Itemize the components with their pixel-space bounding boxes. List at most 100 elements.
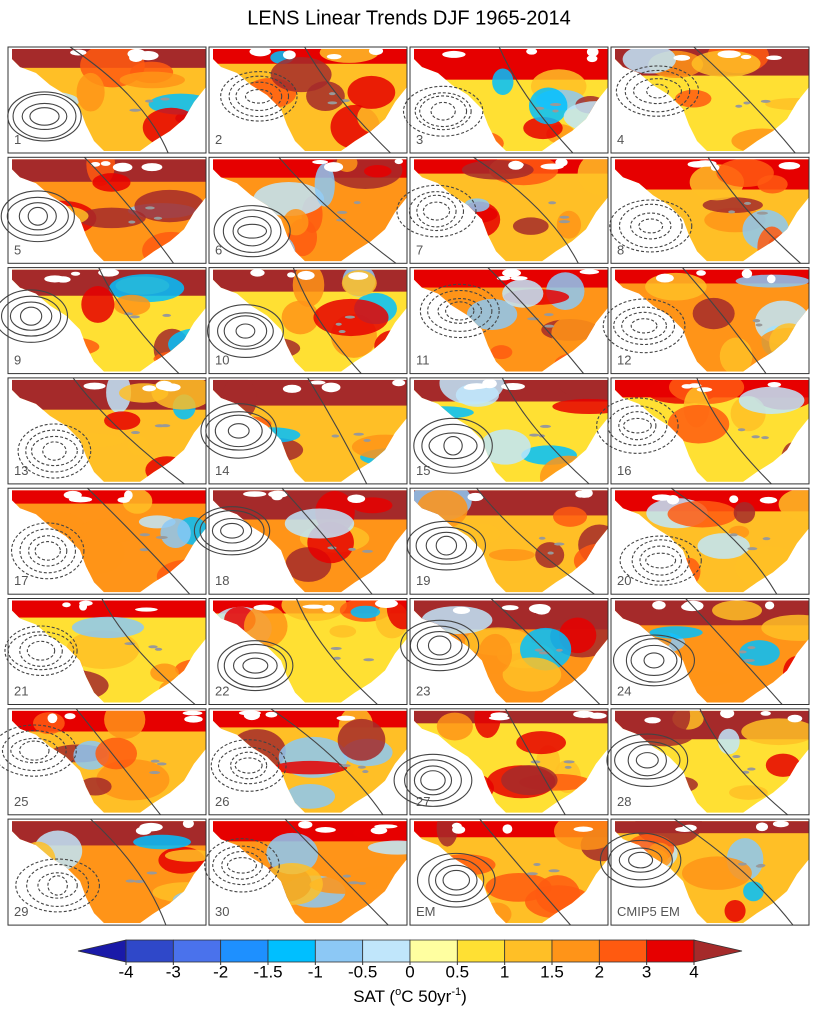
sea-ice — [442, 50, 466, 58]
panel-border — [208, 267, 408, 375]
lake — [148, 645, 158, 649]
sea-ice — [55, 276, 71, 283]
lake — [544, 324, 555, 328]
anomaly-region — [436, 821, 458, 847]
anomaly-region — [761, 614, 809, 641]
anomaly-region — [478, 633, 513, 675]
anomaly-region — [347, 75, 396, 109]
anomaly-region — [474, 710, 501, 739]
map-panel: 20 — [610, 487, 810, 595]
map-panel: 5 — [0, 156, 207, 264]
sea-ice — [651, 494, 673, 501]
anomaly-region — [492, 68, 514, 96]
panel-label: 23 — [416, 684, 430, 699]
anomaly-region — [692, 297, 735, 330]
anomaly-region — [675, 89, 712, 108]
lake — [363, 438, 371, 442]
map-panel: 21 — [4, 598, 207, 705]
contour-line — [307, 377, 368, 485]
map-panel: 2 — [208, 46, 408, 154]
contour-line — [685, 598, 783, 705]
sea-ice — [767, 382, 782, 388]
label-exponent: -1 — [451, 986, 461, 998]
contour-line — [404, 759, 462, 802]
contour-line — [0, 724, 77, 777]
contour-line — [228, 75, 290, 118]
sea-ice — [142, 385, 157, 392]
contour-line — [635, 752, 659, 769]
anomaly-region — [273, 760, 348, 775]
lake — [149, 771, 161, 775]
anomaly-region — [501, 765, 558, 796]
panel-border — [7, 598, 207, 705]
lake — [735, 104, 743, 108]
panel-label: 26 — [215, 794, 229, 809]
sea-ice — [64, 713, 76, 720]
lake — [747, 646, 756, 650]
colorbar-bin — [456, 939, 506, 963]
sea-ice — [184, 715, 203, 723]
contour-line — [75, 708, 161, 816]
panel-border — [409, 708, 609, 816]
contour-line — [6, 196, 69, 236]
contour-line — [27, 206, 48, 226]
colorbar-tick-label: -0.5 — [348, 962, 377, 981]
contour-line — [473, 156, 579, 264]
contour-line — [0, 190, 75, 243]
contour-line — [205, 411, 273, 451]
anomaly-region — [164, 849, 206, 862]
sea-ice — [70, 271, 81, 276]
anomaly-region — [667, 500, 738, 528]
label-text: SAT ( — [353, 987, 395, 1006]
anomaly-region — [350, 605, 381, 619]
anomaly-region — [106, 379, 132, 414]
lake — [538, 536, 546, 540]
lake — [747, 767, 756, 771]
sea-ice — [336, 715, 356, 721]
lake — [353, 201, 361, 205]
map-panel: 6 — [208, 156, 408, 264]
panel-border — [409, 46, 609, 154]
sea-ice — [182, 710, 203, 716]
anomaly-region — [681, 856, 752, 890]
anomaly-region — [741, 718, 809, 746]
sea-ice — [238, 710, 261, 716]
sea-ice — [759, 496, 778, 504]
sea-ice — [588, 712, 607, 719]
panel-label: EM — [416, 904, 436, 919]
panel-label: 4 — [617, 132, 624, 147]
sea-ice — [137, 51, 159, 61]
lake — [751, 435, 760, 439]
contour-line — [413, 417, 493, 474]
anomaly-region — [104, 710, 146, 739]
sea-ice — [502, 824, 513, 834]
lake — [544, 313, 554, 317]
panel-border — [208, 708, 408, 816]
lake — [353, 432, 364, 436]
contour-line — [26, 640, 56, 661]
lake — [553, 542, 565, 546]
sea-ice — [501, 605, 519, 611]
sea-ice — [451, 822, 462, 830]
contour-line — [707, 157, 801, 264]
contour-line — [428, 432, 478, 460]
contour-line — [101, 598, 196, 705]
lake — [756, 211, 769, 215]
panel-border — [208, 46, 408, 154]
colorbar-bin — [362, 939, 411, 963]
contour-line — [674, 818, 794, 926]
contour-line — [0, 289, 69, 343]
anomaly-region — [502, 279, 544, 308]
panel-border — [7, 818, 207, 926]
colorbar-tick-label: 1.5 — [540, 962, 564, 981]
map-panel: 8 — [609, 156, 810, 264]
sea-ice — [282, 384, 302, 393]
lake — [526, 872, 538, 876]
contour-line — [638, 218, 664, 234]
lake — [338, 330, 346, 334]
anomaly-region — [329, 625, 357, 638]
sea-ice — [764, 601, 775, 610]
contour-line — [42, 441, 67, 461]
contour-line — [400, 619, 480, 672]
